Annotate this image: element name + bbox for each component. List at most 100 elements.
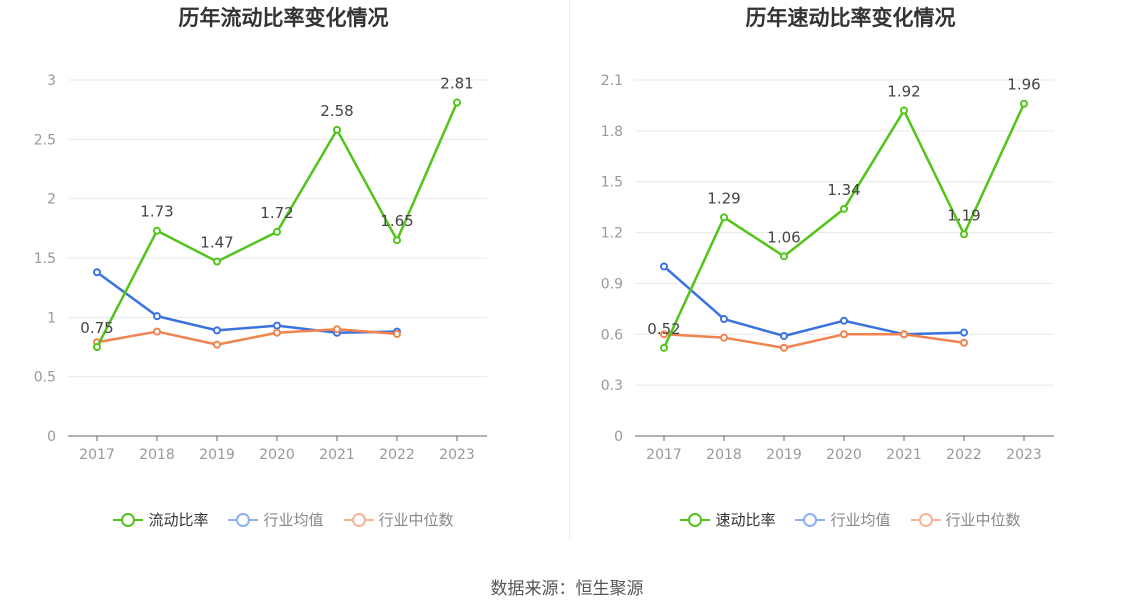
x-tick-label: 2018 [706,447,742,463]
data-point [153,226,161,235]
x-tick-label: 2022 [946,447,982,463]
data-source-note: 数据来源：恒生聚源 [490,579,644,599]
x-tick-label: 2019 [199,447,235,463]
data-point [840,316,848,325]
y-tick-label: 0.3 [601,378,623,394]
series-line [663,333,965,350]
chart-legend: 速动比率 行业均值 行业中位数 [567,509,1134,530]
legend-label: 行业均值 [263,511,324,529]
data-label: 1.65 [380,212,413,230]
data-label: 1.34 [827,181,860,199]
y-tick-label: 3 [47,73,56,89]
data-label: 1.96 [1007,76,1040,94]
chart-title: 历年流动比率变化情况 [178,6,389,30]
legend-item-industry-mean[interactable]: 行业均值 [228,509,324,530]
y-tick-label: 0 [47,429,56,445]
x-tick-label: 2019 [766,447,802,463]
x-tick-label: 2017 [646,447,682,463]
y-tick-label: 1.5 [34,251,56,267]
legend-marker-icon [228,512,259,527]
data-point [840,204,848,213]
data-point [1020,99,1028,108]
y-tick-label: 2.5 [34,132,56,148]
y-tick-label: 1.2 [601,226,623,242]
data-point [393,236,401,245]
data-label: 1.73 [140,203,173,221]
data-point [93,343,101,351]
data-point [453,98,461,107]
legend-label: 行业均值 [830,511,891,529]
legend-label: 行业中位数 [378,511,454,529]
legend-marker-icon [910,512,941,527]
data-point [720,315,728,324]
chart-legend: 流动比率 行业均值 行业中位数 [0,509,567,530]
legend-marker-icon [343,512,374,527]
data-point [660,343,668,352]
data-point [660,262,668,271]
legend-label: 流动比率 [148,511,209,529]
y-tick-label: 0.9 [601,276,623,292]
legend-item-industry-mean[interactable]: 行业均值 [795,509,891,530]
data-point [840,330,848,339]
x-tick-label: 2023 [1006,447,1042,463]
data-point [780,331,788,340]
y-tick-label: 1.5 [601,175,623,191]
y-tick-label: 0.6 [601,327,623,343]
legend-marker-icon [113,512,144,527]
data-point [213,340,221,349]
legend-marker-icon [795,512,826,527]
data-label: 1.29 [707,189,740,207]
panel-divider [569,0,570,540]
y-tick-label: 2.1 [601,73,623,89]
x-tick-label: 2020 [826,447,862,463]
x-tick-label: 2023 [439,447,475,463]
legend-marker-icon [680,512,711,527]
data-label: 2.58 [320,102,353,120]
legend-item-industry-median[interactable]: 行业中位数 [910,509,1021,530]
y-tick-label: 1.8 [601,124,623,140]
y-tick-label: 0 [614,429,623,445]
quick-ratio-chart: 0 0.3 0.6 0.9 1.2 1.5 1.8 2.1 2017 2018 2019 2020 20… [601,73,1054,463]
chart-title: 历年速动比率变化情况 [745,6,956,30]
x-tick-label: 2017 [79,447,115,463]
data-label: 1.47 [200,234,233,252]
series-line [662,103,1026,349]
data-point [93,268,101,277]
series-line [96,271,398,335]
data-point [960,328,968,337]
legend-item-current-ratio[interactable]: 流动比率 [113,509,208,530]
data-label: 1.72 [260,204,293,222]
data-point [393,329,401,338]
legend-label: 行业中位数 [945,511,1021,529]
current-ratio-chart: 0 0.5 1 1.5 2 2.5 3 2017 2018 2019 2020 2021 2022 202… [34,73,487,463]
data-point [273,227,281,236]
data-point [780,343,788,352]
series-line [663,265,965,338]
data-point [660,330,668,339]
data-label: 1.19 [947,206,980,224]
data-label: 0.52 [647,320,680,338]
x-tick-label: 2018 [139,447,175,463]
data-point [900,330,908,339]
data-point [273,328,281,337]
legend-item-industry-median[interactable]: 行业中位数 [343,509,454,530]
x-tick-label: 2021 [886,447,922,463]
y-tick-label: 2 [47,192,56,208]
legend-label: 速动比率 [715,511,776,529]
series-line [96,327,398,346]
data-point [153,327,161,336]
data-point [960,338,968,347]
data-label: 2.81 [440,75,473,93]
x-tick-label: 2021 [319,447,355,463]
x-tick-label: 2020 [259,447,295,463]
data-label: 0.75 [80,319,113,337]
legend-item-quick-ratio[interactable]: 速动比率 [680,509,775,530]
data-point [333,325,341,334]
quick-ratio-panel: 历年速动比率变化情况 0 0.3 0.6 0.9 1.2 1.5 1.8 2.1 2017 201… [567,0,1134,560]
data-label: 1.06 [767,228,800,246]
data-point [960,230,968,239]
x-tick-label: 2022 [379,447,415,463]
data-point [780,252,788,261]
y-tick-label: 1 [47,310,56,326]
data-point [720,333,728,342]
